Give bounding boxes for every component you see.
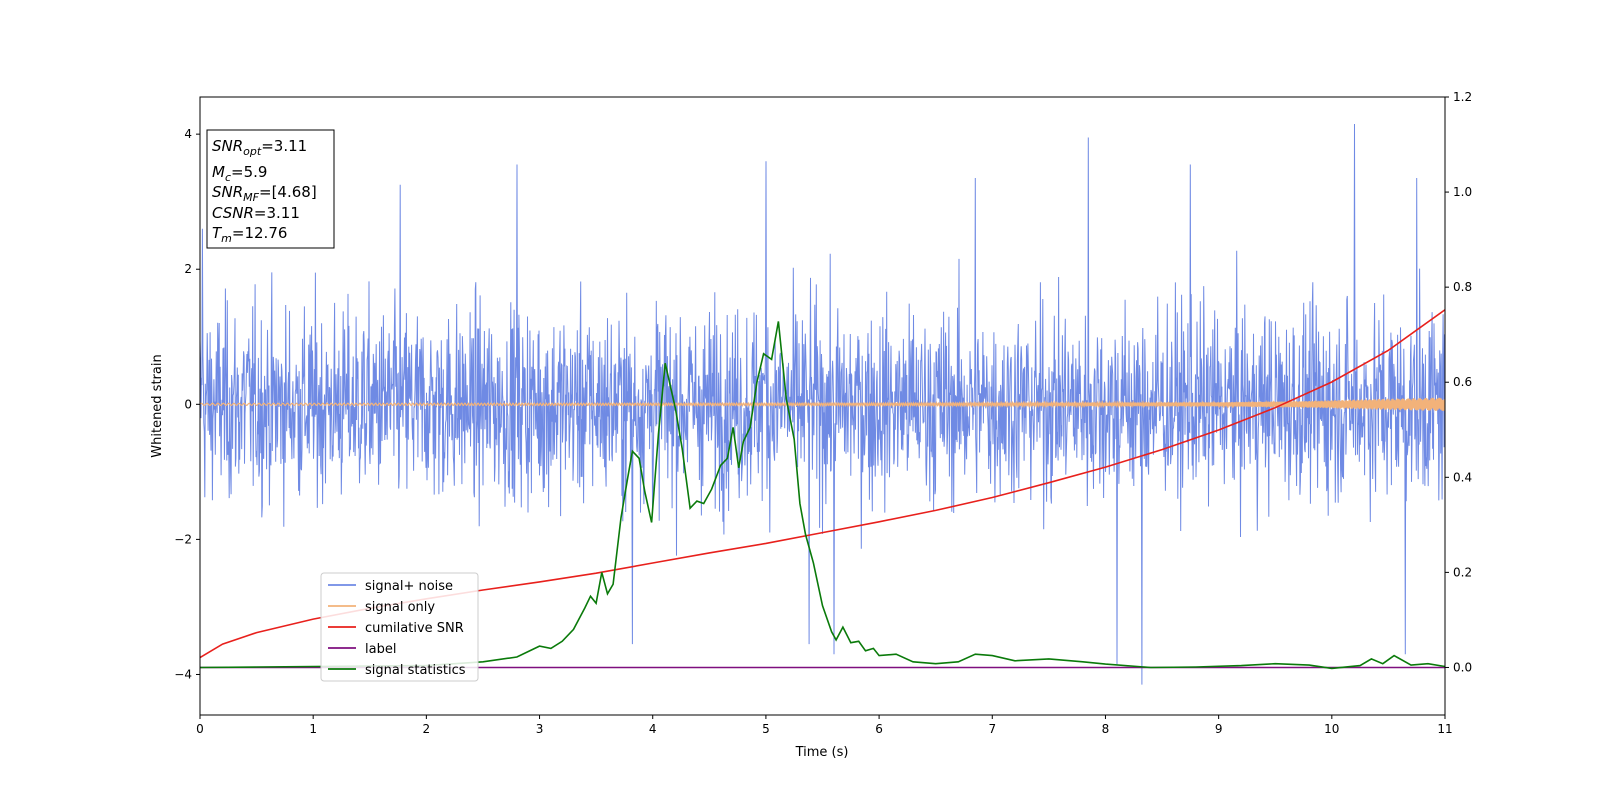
x-axis: 0 1 2 3 4 5 6 7 8 9 10 11 [196, 715, 1453, 736]
x-tick-label: 7 [988, 722, 996, 736]
annotation-value: =3.11 [261, 137, 307, 155]
series-signal-only [200, 397, 1445, 412]
annotation-subscript: MF [243, 191, 259, 204]
annotation-line: SNRMF=[4.68] [212, 183, 317, 204]
legend: signal+ noise signal only cumilative SNR la… [320, 572, 479, 682]
annotation-line: SNRopt=3.11 [212, 137, 307, 158]
x-tick-label: 1 [309, 722, 317, 736]
annotation-line: Tm=12.76 [212, 224, 287, 245]
y-tick-label: −2 [174, 532, 192, 546]
y-axis-right: 0.0 0.2 0.4 0.6 0.8 1.0 1.2 [1445, 90, 1472, 674]
y2-tick-label: 0.0 [1453, 660, 1472, 674]
y-tick-label: 4 [184, 127, 192, 141]
y2-tick-label: 0.2 [1453, 565, 1472, 579]
x-axis-label: Time (s) [795, 745, 849, 760]
annotation-subscript: opt [243, 145, 262, 158]
annotation-line: Mc=5.9 [212, 163, 267, 184]
x-tick-label: 5 [762, 722, 770, 736]
x-tick-label: 6 [875, 722, 883, 736]
annotation-value: =3.11 [254, 204, 300, 222]
x-tick-label: 11 [1437, 722, 1452, 736]
legend-label: signal+ noise [365, 579, 453, 594]
annotation-value: =[4.68] [259, 183, 317, 201]
legend-label: label [365, 642, 396, 657]
annotation-symbol: CSNR [212, 204, 254, 222]
y-axis-left: −4 −2 0 2 4 [174, 127, 200, 681]
annotation-line: CSNR=3.11 [212, 204, 300, 222]
y2-tick-label: 0.4 [1453, 470, 1472, 484]
y2-tick-label: 1.2 [1453, 90, 1472, 104]
y-axis-label: Whitened strain [150, 354, 165, 457]
annotation-frame [206, 129, 335, 249]
annotation-subscript: c [225, 171, 231, 184]
legend-frame [320, 572, 479, 682]
y-tick-label: 0 [184, 397, 192, 411]
x-tick-label: 4 [649, 722, 657, 736]
annotation-value: =12.76 [232, 224, 288, 242]
x-tick-label: 0 [196, 722, 204, 736]
annotation-symbol: T [212, 224, 223, 242]
y-tick-label: 2 [184, 262, 192, 276]
annotation-subscript: m [221, 232, 232, 245]
legend-label: signal only [365, 600, 435, 615]
x-tick-label: 9 [1215, 722, 1223, 736]
annotation-symbol: M [212, 163, 225, 181]
x-tick-label: 3 [536, 722, 544, 736]
series-signal-statistics [200, 321, 1445, 670]
annotation-value: =5.9 [231, 163, 267, 181]
y2-tick-label: 1.0 [1453, 185, 1472, 199]
legend-label: cumilative SNR [365, 621, 464, 636]
x-tick-label: 8 [1102, 722, 1110, 736]
x-tick-label: 2 [423, 722, 431, 736]
stats-annotation-box: SNRopt=3.11Mc=5.9SNRMF=[4.68]CSNR=3.11Tm… [206, 129, 335, 249]
legend-label: signal statistics [365, 663, 466, 678]
y-tick-label: −4 [174, 667, 192, 681]
axes-frame [199, 96, 1446, 716]
series-signal-noise [200, 123, 1445, 685]
annotation-symbol: SNR [212, 137, 243, 155]
y2-tick-label: 0.8 [1453, 280, 1472, 294]
y2-tick-label: 0.6 [1453, 375, 1472, 389]
x-tick-label: 10 [1324, 722, 1339, 736]
annotation-symbol: SNR [212, 183, 243, 201]
